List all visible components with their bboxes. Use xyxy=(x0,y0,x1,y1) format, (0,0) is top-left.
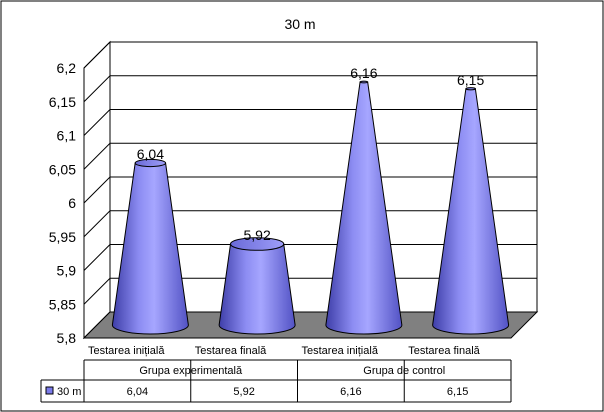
cone-cap xyxy=(230,237,285,251)
y-tick-label: 5,8 xyxy=(57,330,77,346)
bars xyxy=(111,80,510,335)
data-table: Testarea inițială Testarea finală Testarea… xyxy=(40,345,512,403)
cone-cap xyxy=(465,87,476,91)
y-tick-label: 6,1 xyxy=(57,128,77,144)
gridline xyxy=(83,109,537,136)
floor-plane xyxy=(82,311,539,339)
gridline xyxy=(83,210,537,238)
cone-bar xyxy=(432,87,510,335)
chart-floor xyxy=(82,311,539,339)
table-category-label: Testarea finală xyxy=(195,345,267,357)
value-label: 5,92 xyxy=(244,227,271,243)
gridline xyxy=(83,41,537,69)
cone-body xyxy=(218,243,296,335)
y-tick-label: 5,9 xyxy=(57,263,77,279)
cone-cap xyxy=(359,80,369,84)
table-group-label: Grupa de control xyxy=(363,365,445,377)
table-value: 6,16 xyxy=(340,386,361,398)
chart-title: 30 m xyxy=(284,16,315,32)
cone-bar xyxy=(111,158,189,335)
legend-swatch xyxy=(45,386,54,395)
table-group-label: Grupa experimentală xyxy=(139,365,243,377)
table-value: 5,92 xyxy=(233,386,254,398)
table-value: 6,15 xyxy=(447,386,468,398)
value-label: 6,15 xyxy=(457,72,484,88)
cone-bar xyxy=(218,237,296,335)
table-category-label: Testarea inițială xyxy=(88,345,165,357)
table-category-label: Testarea inițială xyxy=(302,345,379,357)
cone-bar xyxy=(325,80,403,335)
gridline xyxy=(83,75,537,103)
y-axis: 5,8 5,85 5,9 5,95 6 6,05 6,1 6,15 6,2 xyxy=(49,60,76,346)
table-category-label: Testarea finală xyxy=(408,345,480,357)
cone-body xyxy=(325,81,403,335)
cone-body xyxy=(432,88,510,335)
cone-body xyxy=(111,162,189,335)
y-tick-label: 6,15 xyxy=(49,94,76,110)
gridline xyxy=(83,244,537,271)
y-tick-label: 6,05 xyxy=(49,161,76,177)
y-tick-label: 6,2 xyxy=(57,60,77,76)
gridline xyxy=(83,176,537,204)
cone-cap xyxy=(134,158,167,168)
y-tick-label: 5,95 xyxy=(49,229,76,245)
y-tick-label: 6 xyxy=(68,195,76,211)
table-value: 6,04 xyxy=(127,386,148,398)
value-labels: 6,04 5,92 6,16 6,15 xyxy=(137,65,485,243)
value-label: 6,04 xyxy=(137,146,164,162)
legend-series-name: 30 m xyxy=(57,386,81,398)
y-tick-label: 5,85 xyxy=(49,296,76,312)
value-label: 6,16 xyxy=(350,65,377,81)
gridline xyxy=(83,142,537,170)
